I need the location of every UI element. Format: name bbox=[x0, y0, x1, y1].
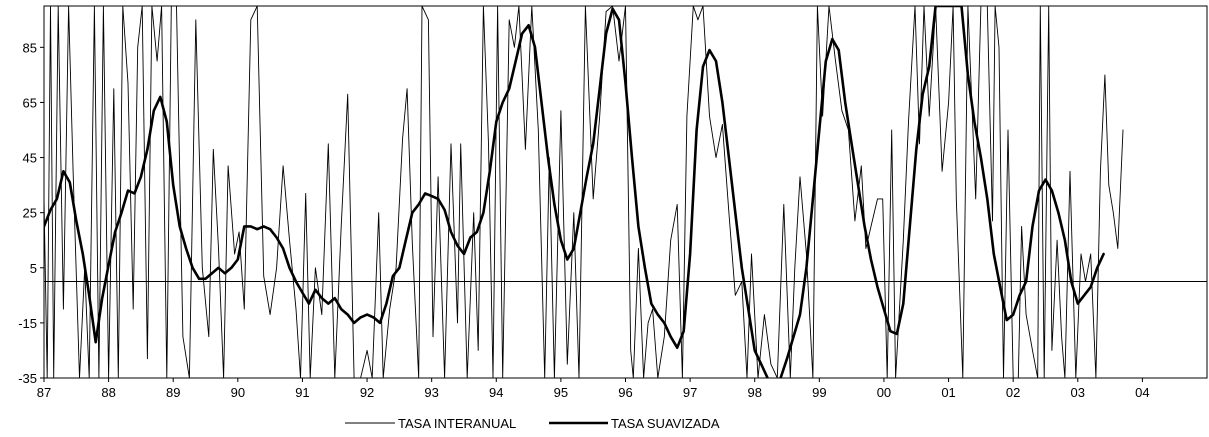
x-axis-ticks: 87 88 89 90 91 92 93 94 95 96 97 98 99 00 01 02 03 04 bbox=[37, 378, 1150, 400]
series-layer bbox=[44, 6, 1124, 378]
x-tick-label: 96 bbox=[618, 385, 632, 400]
y-tick-label: 65 bbox=[23, 95, 37, 110]
x-tick-label: 03 bbox=[1071, 385, 1085, 400]
y-tick-label: -35 bbox=[18, 371, 37, 386]
x-tick-label: 94 bbox=[489, 385, 503, 400]
y-tick-label: 25 bbox=[23, 206, 37, 221]
x-tick-label: 99 bbox=[812, 385, 826, 400]
x-tick-label: 01 bbox=[941, 385, 955, 400]
legend: TASA INTERANUAL TASA SUAVIZADA bbox=[345, 416, 720, 431]
x-tick-label: 92 bbox=[360, 385, 374, 400]
x-tick-label: 87 bbox=[37, 385, 51, 400]
x-tick-label: 93 bbox=[424, 385, 438, 400]
x-tick-label: 97 bbox=[683, 385, 697, 400]
x-tick-label: 89 bbox=[166, 385, 180, 400]
x-tick-label: 91 bbox=[295, 385, 309, 400]
x-tick-label: 95 bbox=[554, 385, 568, 400]
series-line-tasa-suavizada bbox=[44, 6, 1105, 378]
y-tick-label: -15 bbox=[18, 316, 37, 331]
y-tick-label: 45 bbox=[23, 151, 37, 166]
x-tick-label: 98 bbox=[747, 385, 761, 400]
x-tick-label: 00 bbox=[877, 385, 891, 400]
plot-frame bbox=[43, 5, 1208, 379]
y-tick-label: 85 bbox=[23, 40, 37, 55]
x-tick-label: 04 bbox=[1135, 385, 1149, 400]
x-tick-label: 02 bbox=[1006, 385, 1020, 400]
legend-label: TASA SUAVIZADA bbox=[611, 416, 720, 431]
x-tick-label: 90 bbox=[231, 385, 245, 400]
y-tick-label: 5 bbox=[30, 261, 37, 276]
x-tick-label: 88 bbox=[101, 385, 115, 400]
y-axis-ticks: -35 -15 5 25 45 65 85 bbox=[18, 40, 44, 386]
legend-label: TASA INTERANUAL bbox=[398, 416, 516, 431]
